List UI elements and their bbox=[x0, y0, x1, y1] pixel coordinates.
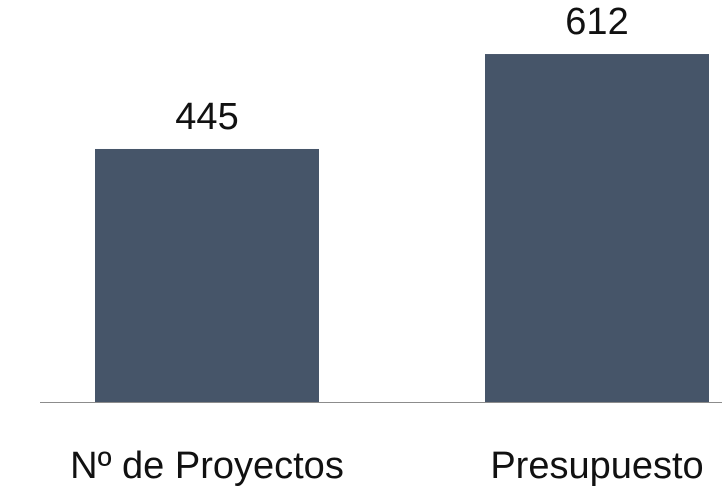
category-label-0: Nº de Proyectos bbox=[70, 445, 344, 487]
bar-0 bbox=[95, 148, 319, 402]
category-labels-layer: Nº de Proyectos Presupuesto bbox=[70, 445, 704, 487]
data-labels-layer: 445 612 bbox=[175, 1, 628, 138]
bars-layer bbox=[95, 54, 709, 402]
bar-1 bbox=[485, 54, 709, 402]
data-label-1: 612 bbox=[565, 1, 628, 43]
data-label-0: 445 bbox=[175, 96, 238, 138]
category-label-1: Presupuesto bbox=[490, 445, 703, 487]
